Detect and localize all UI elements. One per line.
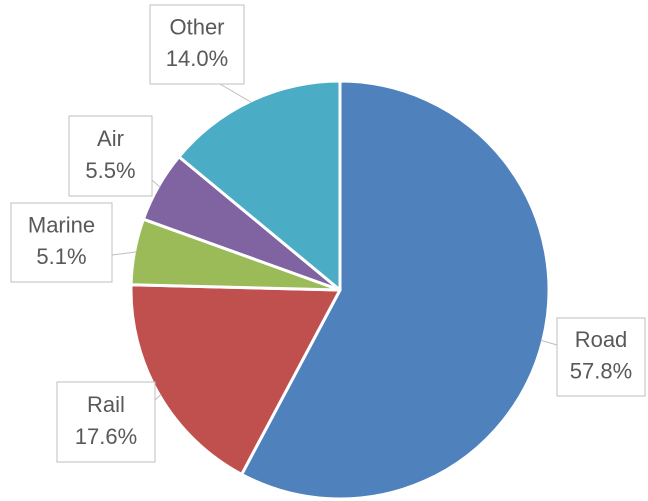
value-label: 5.1% [36,244,86,269]
category-label: Marine [28,213,95,238]
value-label: 5.5% [85,158,135,183]
value-label: 17.6% [75,424,137,449]
leader-line [540,339,558,346]
label-box [149,4,245,85]
category-label: Rail [87,392,125,417]
category-label: Other [169,15,224,40]
leader-line [219,83,253,104]
value-label: 14.0% [166,46,228,71]
value-label: 57.8% [570,358,632,383]
label-box [556,317,646,397]
leader-line [151,179,161,188]
label-box [10,202,113,283]
leader-line [154,393,162,401]
category-label: Air [97,126,124,151]
label-box [56,381,156,463]
pie-slice [177,79,342,292]
leader-line [111,251,137,256]
category-label: Road [575,327,628,352]
label-box [68,115,153,197]
